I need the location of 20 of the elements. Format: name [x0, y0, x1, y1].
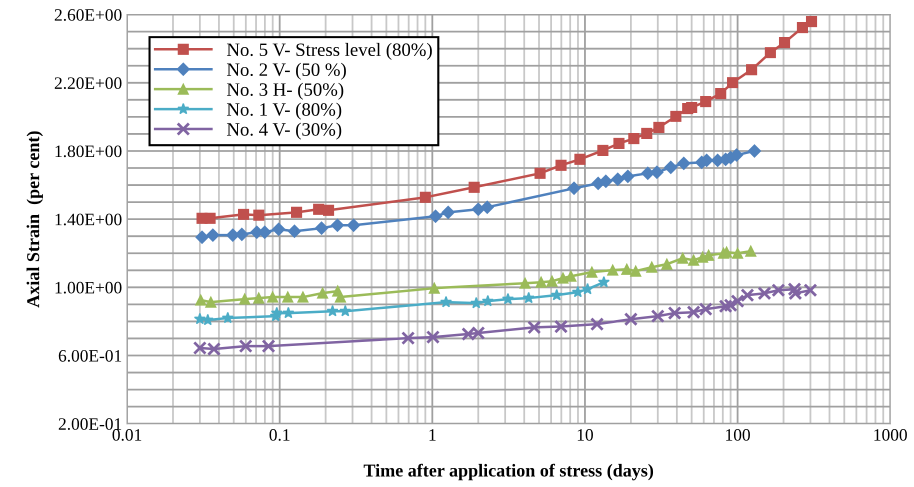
legend-label: No. 1 V- (80%): [226, 102, 342, 120]
x-tick-label: 1000: [874, 429, 907, 441]
x-axis-title: Time after application of stress (days): [364, 464, 654, 480]
y-tick-label: 2.60E+00: [54, 9, 122, 21]
y-axis-title: Axial Strain (per cent): [26, 131, 43, 308]
y-tick-label: 1.80E+00: [56, 145, 122, 158]
x-tick-label: 10: [578, 429, 593, 441]
legend-label: No. 5 V- Stress level (80%): [226, 42, 432, 60]
legend-label: No. 2 V- (50 %): [226, 62, 346, 80]
x-tick-label: 100: [726, 429, 750, 441]
x-tick-label: 0.1: [269, 429, 290, 441]
x-tick-label: 0.01: [112, 429, 142, 441]
y-tick-label: 1.00E+00: [56, 282, 122, 294]
y-tick-label: 1.40E+00: [56, 214, 122, 226]
y-tick-label: 2.20E+00: [54, 77, 122, 90]
y-tick-label: 2.00E-01: [58, 418, 122, 430]
legend-label: No. 4 V- (30%): [226, 122, 342, 140]
legend-label: No. 3 H- (50%): [226, 82, 344, 100]
y-tick-label: 6.00E-01: [58, 350, 122, 362]
x-tick-label: 1: [430, 429, 436, 441]
